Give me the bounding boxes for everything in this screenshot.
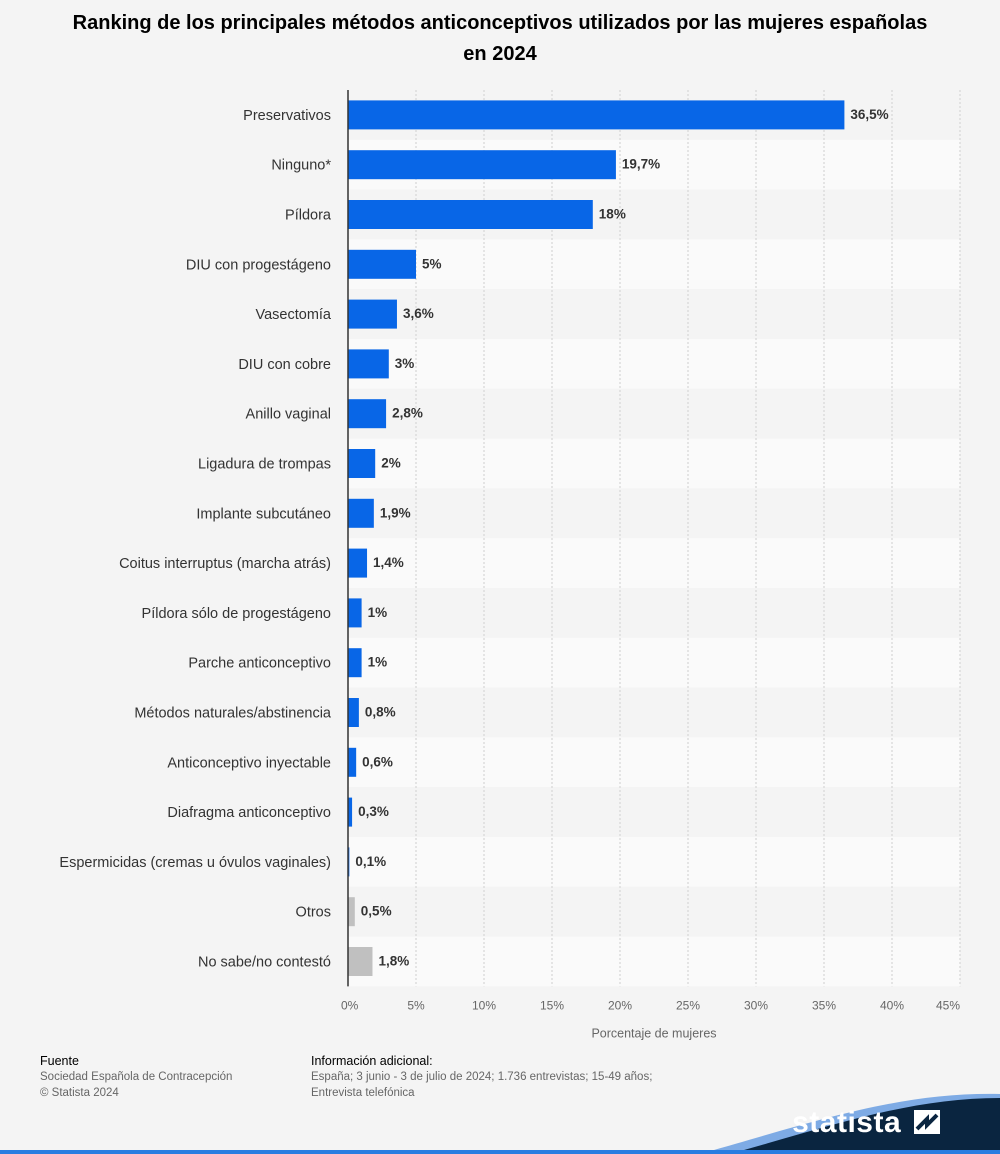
category-label: Métodos naturales/abstinencia <box>134 706 332 722</box>
source-line: Sociedad Española de Contracepción <box>40 1071 233 1083</box>
bar <box>348 100 845 130</box>
value-label: 18% <box>599 207 626 222</box>
brand-name: statista <box>792 1106 902 1139</box>
row-band <box>348 787 960 837</box>
x-tick-label: 15% <box>540 998 564 1012</box>
row-band <box>348 737 960 788</box>
x-tick-label: 25% <box>676 998 700 1012</box>
row-band <box>348 488 960 539</box>
x-tick-label: 30% <box>744 998 768 1012</box>
bar <box>348 747 357 777</box>
bar <box>348 249 416 279</box>
bar <box>348 449 376 478</box>
bar <box>348 598 362 628</box>
source-block: Fuente Sociedad Española de Contracepció… <box>40 1053 232 1101</box>
category-label: Implante subcutáneo <box>196 506 331 522</box>
row-band <box>348 388 960 439</box>
bar <box>348 698 359 727</box>
row-band <box>348 886 960 937</box>
chart-title: Ranking de los principales métodos antic… <box>72 12 928 65</box>
source-heading: Fuente <box>40 1054 79 1068</box>
x-tick-label: 10% <box>472 998 496 1012</box>
x-tick-label: 20% <box>608 998 632 1012</box>
value-label: 2,8% <box>392 406 423 421</box>
bar <box>348 349 389 379</box>
category-label: Parche anticonceptivo <box>188 656 331 672</box>
value-label: 36,5% <box>850 107 888 122</box>
category-label: Vasectomía <box>256 307 332 323</box>
bar <box>348 399 387 429</box>
info-line: Entrevista telefónica <box>311 1087 415 1099</box>
bar <box>348 200 593 229</box>
row-band <box>348 687 960 738</box>
statista-logo: statista <box>792 1106 940 1140</box>
row-band <box>348 936 960 987</box>
bar <box>348 299 397 329</box>
bar <box>348 498 374 528</box>
row-band <box>348 239 960 290</box>
bar <box>348 797 353 827</box>
statista-logo-icon <box>914 1110 940 1134</box>
value-label: 1,8% <box>378 954 409 969</box>
bar <box>348 150 616 180</box>
category-label: Píldora sólo de progestágeno <box>142 606 331 622</box>
bar <box>348 648 362 678</box>
info-heading: Información adicional: <box>311 1054 433 1068</box>
value-label: 2% <box>381 456 401 471</box>
bar-chart: 0% 5% 10% 15% 20% 25% 30% 35% 40% 45% Porcentaje d… <box>59 90 961 1040</box>
info-block: Información adicional: España; 3 junio -… <box>311 1053 652 1101</box>
value-label: 1% <box>368 655 388 670</box>
x-tick-label: 0% <box>341 998 359 1012</box>
copyright-line: © Statista 2024 <box>40 1087 119 1099</box>
category-label: Anticonceptivo inyectable <box>167 755 331 771</box>
category-label: DIU con cobre <box>238 357 331 373</box>
value-label: 1,9% <box>380 505 411 520</box>
row-band <box>348 339 960 389</box>
bar <box>348 947 373 976</box>
value-label: 1% <box>368 605 388 620</box>
bar <box>348 897 355 927</box>
value-label: 19,7% <box>622 157 660 172</box>
category-label: Espermicidas (cremas u óvulos vaginales) <box>59 855 331 871</box>
value-label: 5% <box>422 256 442 271</box>
category-label: Anillo vaginal <box>246 407 331 423</box>
category-label: Diafragma anticonceptivo <box>167 805 331 821</box>
x-tick-label: 40% <box>880 998 904 1012</box>
row-band <box>348 438 960 489</box>
category-label: No sabe/no contestó <box>198 955 331 971</box>
bar <box>348 548 368 578</box>
x-tick-label: 45% <box>936 998 960 1012</box>
value-label: 0,8% <box>365 705 396 720</box>
value-label: 3% <box>395 356 415 371</box>
value-label: 0,5% <box>361 904 392 919</box>
value-label: 0,3% <box>358 804 389 819</box>
x-tick-label: 35% <box>812 998 836 1012</box>
category-label: Coitus interruptus (marcha atrás) <box>119 556 331 572</box>
category-label: Otros <box>296 905 331 921</box>
category-label: Ligadura de trompas <box>198 457 331 473</box>
value-label: 0,1% <box>355 854 386 869</box>
row-band <box>348 837 960 887</box>
category-label: Píldora <box>285 208 332 224</box>
row-band <box>348 637 960 688</box>
value-label: 1,4% <box>373 555 404 570</box>
value-label: 0,6% <box>362 754 393 769</box>
row-band <box>348 588 960 638</box>
category-label: Preservativos <box>243 108 331 124</box>
category-label: DIU con progestágeno <box>186 257 331 273</box>
x-tick-label: 5% <box>407 998 425 1012</box>
info-line: España; 3 junio - 3 de julio de 2024; 1.… <box>311 1071 653 1083</box>
x-axis-title: Porcentaje de mujeres <box>591 1026 716 1040</box>
value-label: 3,6% <box>403 306 434 321</box>
row-band <box>348 289 960 339</box>
row-band <box>348 538 960 588</box>
category-label: Ninguno* <box>271 158 331 174</box>
